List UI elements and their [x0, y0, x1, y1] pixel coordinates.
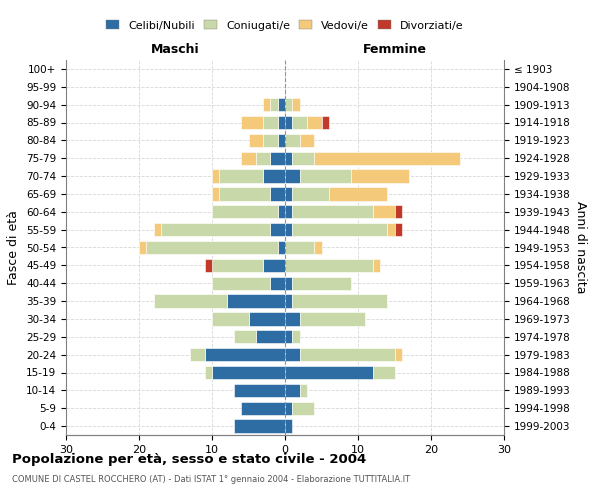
Bar	[241, 116, 263, 129]
Bar	[278, 241, 285, 254]
Bar	[373, 258, 380, 272]
Bar	[322, 116, 329, 129]
Bar	[234, 420, 285, 433]
Bar	[299, 348, 395, 362]
Bar	[271, 276, 285, 290]
Bar	[292, 152, 314, 165]
Bar	[395, 223, 402, 236]
Bar	[285, 402, 292, 415]
Bar	[205, 366, 212, 379]
Text: Maschi: Maschi	[151, 44, 200, 57]
Bar	[292, 402, 314, 415]
Bar	[285, 276, 292, 290]
Bar	[248, 312, 285, 326]
Bar	[205, 348, 285, 362]
Bar	[299, 170, 351, 183]
Bar	[285, 366, 373, 379]
Legend: Celibi/Nubili, Coniugati/e, Vedovi/e, Divorziati/e: Celibi/Nubili, Coniugati/e, Vedovi/e, Di…	[103, 17, 467, 34]
Bar	[263, 98, 271, 112]
Bar	[285, 384, 299, 397]
Bar	[212, 258, 263, 272]
Bar	[292, 98, 299, 112]
Text: Femmine: Femmine	[362, 44, 427, 57]
Y-axis label: Anni di nascita: Anni di nascita	[574, 201, 587, 294]
Bar	[263, 116, 278, 129]
Bar	[299, 384, 307, 397]
Bar	[395, 348, 402, 362]
Bar	[387, 223, 395, 236]
Bar	[241, 152, 256, 165]
Bar	[271, 223, 285, 236]
Bar	[350, 170, 409, 183]
Bar	[256, 152, 271, 165]
Bar	[212, 205, 278, 218]
Bar	[292, 116, 307, 129]
Bar	[292, 205, 373, 218]
Bar	[278, 98, 285, 112]
Bar	[212, 312, 248, 326]
Bar	[212, 170, 220, 183]
Bar	[285, 312, 299, 326]
Bar	[285, 294, 292, 308]
Bar	[299, 134, 314, 147]
Bar	[234, 330, 256, 344]
Bar	[285, 223, 292, 236]
Bar	[285, 241, 314, 254]
Bar	[307, 116, 322, 129]
Bar	[314, 152, 460, 165]
Bar	[292, 330, 299, 344]
Bar	[212, 187, 220, 200]
Bar	[278, 205, 285, 218]
Bar	[227, 294, 285, 308]
Bar	[285, 330, 292, 344]
Bar	[285, 98, 292, 112]
Bar	[146, 241, 278, 254]
Bar	[220, 187, 271, 200]
Bar	[285, 187, 292, 200]
Bar	[256, 330, 285, 344]
Bar	[285, 205, 292, 218]
Bar	[212, 276, 271, 290]
Bar	[248, 134, 263, 147]
Bar	[241, 402, 285, 415]
Bar	[205, 258, 212, 272]
Bar	[373, 366, 395, 379]
Bar	[220, 170, 263, 183]
Bar	[285, 258, 373, 272]
Bar	[154, 294, 227, 308]
Bar	[278, 134, 285, 147]
Bar	[263, 134, 278, 147]
Bar	[285, 170, 299, 183]
Bar	[190, 348, 205, 362]
Bar	[285, 348, 299, 362]
Bar	[285, 420, 292, 433]
Bar	[139, 241, 146, 254]
Text: Popolazione per età, sesso e stato civile - 2004: Popolazione per età, sesso e stato civil…	[12, 452, 366, 466]
Bar	[292, 187, 329, 200]
Bar	[292, 276, 350, 290]
Bar	[285, 116, 292, 129]
Y-axis label: Fasce di età: Fasce di età	[7, 210, 20, 285]
Bar	[314, 241, 322, 254]
Text: COMUNE DI CASTEL ROCCHERO (AT) - Dati ISTAT 1° gennaio 2004 - Elaborazione TUTTI: COMUNE DI CASTEL ROCCHERO (AT) - Dati IS…	[12, 476, 410, 484]
Bar	[299, 312, 365, 326]
Bar	[329, 187, 387, 200]
Bar	[395, 205, 402, 218]
Bar	[292, 223, 387, 236]
Bar	[154, 223, 161, 236]
Bar	[285, 134, 299, 147]
Bar	[292, 294, 387, 308]
Bar	[285, 152, 292, 165]
Bar	[278, 116, 285, 129]
Bar	[373, 205, 395, 218]
Bar	[263, 258, 285, 272]
Bar	[234, 384, 285, 397]
Bar	[161, 223, 271, 236]
Bar	[212, 366, 285, 379]
Bar	[271, 187, 285, 200]
Bar	[263, 170, 285, 183]
Bar	[271, 152, 285, 165]
Bar	[271, 98, 278, 112]
